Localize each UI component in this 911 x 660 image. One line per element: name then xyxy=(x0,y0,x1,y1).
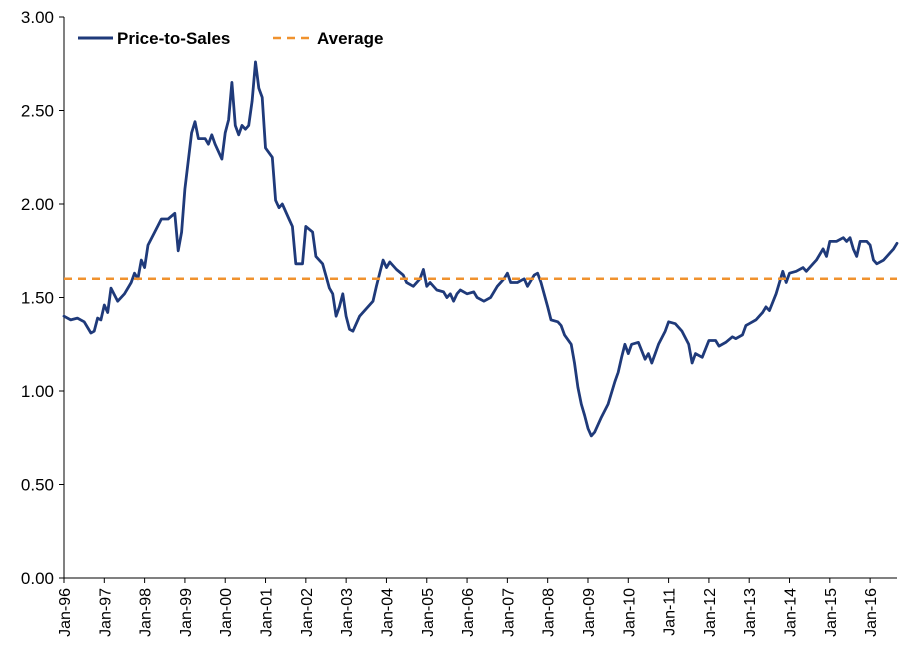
x-tick-label: Jan-14 xyxy=(783,588,800,637)
x-tick-label: Jan-02 xyxy=(299,588,316,637)
x-tick-label: Jan-07 xyxy=(500,588,517,637)
y-tick-label: 0.00 xyxy=(21,569,54,588)
series-lines xyxy=(62,60,899,438)
x-tick-label: Jan-01 xyxy=(259,588,276,637)
legend-label: Average xyxy=(317,29,383,48)
x-tick-label: Jan-00 xyxy=(218,588,235,637)
x-axis-tick-labels: Jan-96 Jan-97 Jan-98 Jan-99 Jan-00 Jan-01 Jan-… xyxy=(57,588,880,637)
y-tick-label: 2.00 xyxy=(21,195,54,214)
x-tick-label: Jan-03 xyxy=(339,588,356,637)
x-tick-label: Jan-15 xyxy=(823,588,840,637)
x-tick-label: Jan-05 xyxy=(420,588,437,637)
x-tick-label: Jan-09 xyxy=(581,588,598,637)
y-tick-label: 1.50 xyxy=(21,289,54,308)
x-tick-label: Jan-10 xyxy=(621,588,638,637)
y-tick-label: 2.50 xyxy=(21,102,54,121)
x-tick-label: Jan-13 xyxy=(742,588,759,637)
x-tick-label: Jan-06 xyxy=(460,588,477,637)
x-tick-label: Jan-11 xyxy=(662,588,679,636)
x-tick-label: Jan-99 xyxy=(178,588,195,637)
axes xyxy=(59,16,897,583)
y-tick-label: 3.00 xyxy=(21,8,54,27)
x-tick-label: Jan-04 xyxy=(379,588,396,637)
x-tick-label: Jan-98 xyxy=(138,588,155,637)
x-tick-label: Jan-16 xyxy=(863,588,880,637)
legend: Price-to-Sales Average xyxy=(78,29,383,48)
x-tick-label: Jan-97 xyxy=(97,588,114,637)
y-tick-label: 1.00 xyxy=(21,382,54,401)
y-axis-tick-labels: 0.00 0.50 1.00 1.50 2.00 2.50 3.00 xyxy=(21,8,54,588)
x-tick-label: Jan-96 xyxy=(57,588,74,637)
x-tick-label: Jan-08 xyxy=(541,588,558,637)
y-tick-label: 0.50 xyxy=(21,476,54,495)
legend-label: Price-to-Sales xyxy=(117,29,230,48)
price-to-sales-line xyxy=(62,60,899,438)
x-tick-label: Jan-12 xyxy=(702,588,719,637)
